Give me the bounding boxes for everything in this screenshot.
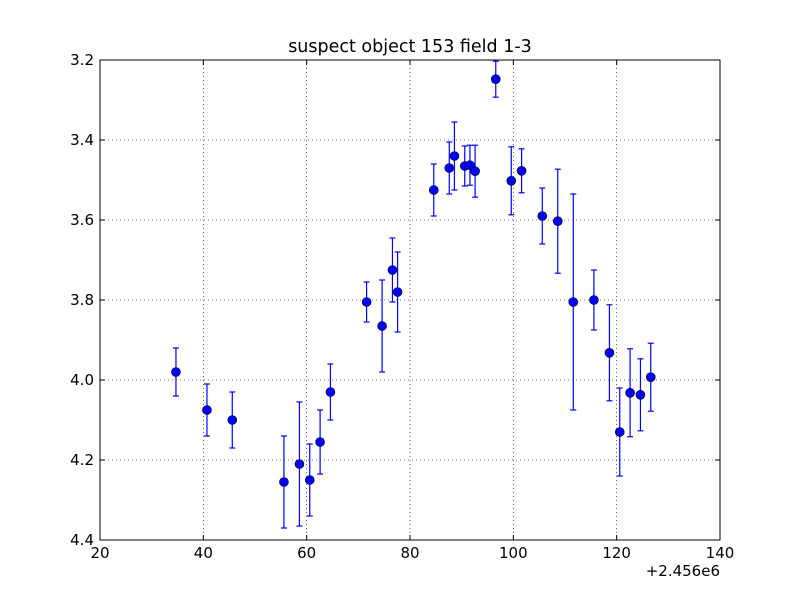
data-point bbox=[589, 295, 599, 305]
y-tick-label: 4.2 bbox=[70, 451, 94, 469]
data-point-group bbox=[516, 148, 527, 194]
data-point bbox=[470, 166, 480, 176]
x-tick-label: 140 bbox=[706, 544, 735, 562]
data-point bbox=[506, 176, 517, 186]
x-tick-label: 120 bbox=[602, 544, 631, 562]
data-point-group bbox=[387, 237, 398, 303]
data-point bbox=[304, 475, 315, 485]
data-point bbox=[279, 477, 289, 487]
data-point-group bbox=[589, 269, 599, 331]
data-point bbox=[516, 166, 527, 176]
data-point-group bbox=[604, 304, 615, 402]
data-point-group bbox=[645, 342, 656, 412]
data-point-group bbox=[537, 187, 548, 245]
y-tick-label: 3.8 bbox=[70, 291, 94, 309]
data-point-group bbox=[202, 383, 212, 437]
data-point bbox=[449, 151, 460, 161]
data-point-group bbox=[444, 141, 455, 195]
data-point-group bbox=[614, 387, 625, 477]
y-tick-label: 3.6 bbox=[70, 211, 94, 229]
x-tick-label: 20 bbox=[90, 544, 109, 562]
data-point bbox=[635, 389, 646, 400]
data-point bbox=[387, 265, 398, 275]
data-point bbox=[537, 211, 548, 221]
data-point bbox=[552, 216, 563, 226]
data-point-group bbox=[635, 358, 646, 432]
data-point-group bbox=[490, 60, 501, 98]
y-tick-label: 3.2 bbox=[70, 51, 94, 69]
data-point-group bbox=[506, 146, 517, 216]
data-point bbox=[568, 297, 579, 307]
data-layer bbox=[171, 60, 656, 529]
data-point-group bbox=[361, 281, 372, 323]
ticks-layer: 20 40 60 80 100 120 140 3.2 3.4 3.6 3.8 4.0 4.2 4.4 bbox=[70, 51, 734, 562]
x-tick-label: 80 bbox=[400, 544, 419, 562]
data-point-group bbox=[377, 279, 387, 373]
data-point-group bbox=[227, 391, 238, 449]
data-point bbox=[202, 405, 212, 415]
data-point bbox=[625, 387, 635, 398]
x-tick-label: 100 bbox=[499, 544, 528, 562]
y-tick-label: 3.4 bbox=[70, 131, 94, 149]
data-point bbox=[604, 347, 615, 358]
data-point bbox=[315, 437, 325, 447]
data-point-group bbox=[392, 251, 403, 333]
data-point bbox=[171, 367, 181, 377]
x-axis-offset-label: +2.456e6 bbox=[646, 562, 720, 580]
data-point bbox=[392, 287, 403, 297]
data-point bbox=[227, 415, 238, 425]
data-point bbox=[645, 372, 656, 383]
chart-title: suspect object 153 field 1-3 bbox=[288, 37, 532, 57]
data-point-group bbox=[304, 443, 315, 517]
x-tick-label: 60 bbox=[297, 544, 316, 562]
grid-layer bbox=[100, 60, 720, 540]
data-point-group bbox=[470, 144, 480, 198]
y-tick-label: 4.0 bbox=[70, 371, 94, 389]
x-tick-label: 40 bbox=[194, 544, 213, 562]
data-point-group bbox=[279, 435, 289, 529]
data-point bbox=[325, 387, 336, 397]
data-point-group bbox=[625, 348, 635, 438]
data-point bbox=[361, 297, 372, 307]
data-point-group bbox=[449, 121, 460, 191]
data-point-group bbox=[428, 163, 439, 217]
data-point-group bbox=[552, 168, 563, 274]
data-point bbox=[294, 459, 305, 469]
data-point-group bbox=[294, 401, 305, 527]
data-point-group bbox=[171, 347, 181, 397]
data-point bbox=[428, 185, 439, 195]
y-tick-label: 4.4 bbox=[70, 531, 94, 549]
data-point bbox=[614, 427, 625, 437]
data-point bbox=[377, 321, 387, 331]
data-point-group bbox=[568, 193, 579, 411]
data-point-group bbox=[315, 409, 325, 475]
data-point-group bbox=[325, 363, 336, 421]
data-point bbox=[444, 163, 455, 173]
data-point bbox=[490, 74, 501, 84]
data-point-group bbox=[465, 144, 475, 186]
